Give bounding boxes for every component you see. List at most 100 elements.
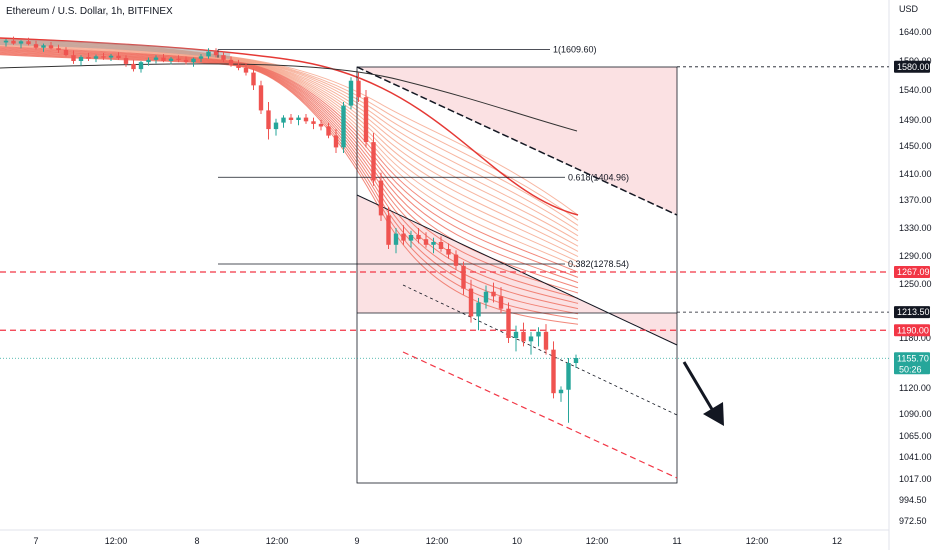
- candle-body: [146, 59, 151, 63]
- candle: [476, 297, 481, 331]
- y-tick-label: 972.50: [899, 516, 927, 526]
- projection-arrow-head: [703, 402, 724, 426]
- y-tick-label: 1041.00: [899, 452, 932, 462]
- candle-body: [498, 296, 504, 309]
- candle-body: [228, 59, 234, 65]
- candle: [363, 90, 369, 148]
- y-tick-label: 994.50: [899, 495, 927, 505]
- candle: [551, 341, 556, 399]
- candle-body: [431, 242, 436, 245]
- candle-body: [191, 58, 196, 63]
- candle-body: [573, 358, 579, 363]
- candle: [33, 40, 39, 50]
- candle-body: [543, 331, 549, 350]
- candle: [78, 55, 84, 66]
- candle-body: [153, 57, 159, 60]
- candle: [573, 354, 579, 368]
- y-tick-label: 1370.00: [899, 195, 932, 205]
- candle: [168, 56, 174, 65]
- candle: [251, 69, 256, 90]
- ema-ribbon-line: [0, 51, 579, 304]
- candle: [521, 322, 526, 347]
- candle-body: [566, 363, 571, 390]
- candle-body: [528, 336, 534, 342]
- candle-body: [551, 349, 556, 394]
- candle: [333, 129, 339, 153]
- ema-ribbon-line: [0, 51, 579, 310]
- candle-body: [183, 59, 189, 63]
- candle-body: [393, 233, 399, 245]
- descending-trendline: [356, 194, 678, 346]
- ema-ribbon-line: [0, 43, 579, 258]
- price-tag-label: 1267.09: [897, 267, 930, 277]
- fib-level-label: 0.618(1404.96): [568, 172, 629, 182]
- candle-body: [3, 40, 9, 43]
- candle-body: [423, 239, 429, 245]
- candle: [566, 358, 571, 423]
- y-tick-label: 1017.00: [899, 474, 932, 484]
- y-tick-label: 1410.00: [899, 169, 932, 179]
- candle-body: [453, 254, 459, 266]
- candle: [138, 61, 144, 73]
- candle-body: [281, 117, 286, 123]
- candle: [101, 52, 106, 60]
- candle-body: [11, 40, 16, 44]
- candle: [228, 56, 234, 67]
- candle: [41, 43, 46, 52]
- candle-body: [408, 235, 414, 241]
- y-tick-label: 1120.00: [899, 383, 931, 393]
- candle-body: [198, 56, 204, 59]
- candle: [273, 118, 279, 136]
- candle-body: [348, 80, 354, 106]
- candle-body: [213, 51, 219, 56]
- candle-body: [236, 64, 241, 68]
- candle-body: [363, 97, 369, 143]
- x-tick-label: 8: [194, 536, 199, 546]
- candle-body: [221, 55, 226, 60]
- candle: [393, 228, 399, 254]
- candle: [311, 117, 316, 130]
- candle: [48, 41, 54, 50]
- price-tag-box: [894, 60, 930, 73]
- x-tick-label: 12:00: [266, 536, 289, 546]
- ema-ribbon-line: [0, 46, 579, 273]
- candle: [18, 40, 24, 49]
- candle-body: [78, 56, 84, 61]
- candle-body: [41, 45, 46, 48]
- candle-body: [296, 117, 301, 120]
- candle: [491, 282, 496, 303]
- candle-body: [161, 57, 166, 61]
- candle: [513, 325, 519, 352]
- candle-body: [446, 249, 451, 255]
- candle-body: [176, 58, 181, 60]
- candle: [198, 54, 204, 63]
- candle: [236, 59, 241, 71]
- candle-body: [251, 72, 256, 86]
- candle: [468, 279, 474, 323]
- candle: [461, 261, 466, 295]
- y-axis-unit: USD: [899, 4, 919, 14]
- candle: [161, 54, 166, 63]
- candle: [288, 114, 294, 124]
- candle-body: [26, 41, 31, 45]
- candle-body: [101, 56, 106, 58]
- candle: [183, 56, 189, 65]
- candle: [93, 54, 99, 63]
- candle: [213, 48, 219, 58]
- candle: [86, 52, 91, 61]
- candle: [528, 331, 534, 355]
- candle-body: [63, 49, 69, 56]
- candle-body: [56, 48, 61, 50]
- candle: [56, 44, 61, 53]
- y-tick-label: 1330.00: [899, 223, 932, 233]
- upper-trendline: [356, 66, 678, 216]
- candle-body: [378, 180, 384, 216]
- candle-body: [333, 135, 339, 148]
- candle-body: [258, 85, 264, 111]
- candle-body: [138, 62, 144, 70]
- candle: [453, 250, 459, 270]
- candle-body: [318, 123, 324, 127]
- candle: [431, 237, 436, 254]
- price-tag-box: [894, 352, 930, 375]
